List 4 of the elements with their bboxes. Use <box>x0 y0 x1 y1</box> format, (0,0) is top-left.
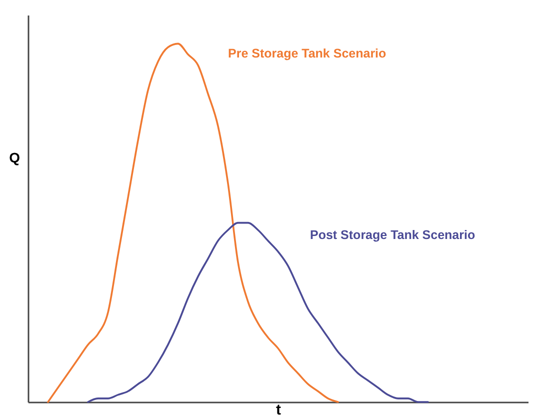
x-axis-title: t <box>276 402 281 418</box>
y-axis-title: Q <box>9 150 20 166</box>
text: Post Storage Tank Scenario <box>310 228 476 242</box>
text: Pre Storage Tank Scenario <box>228 46 387 61</box>
